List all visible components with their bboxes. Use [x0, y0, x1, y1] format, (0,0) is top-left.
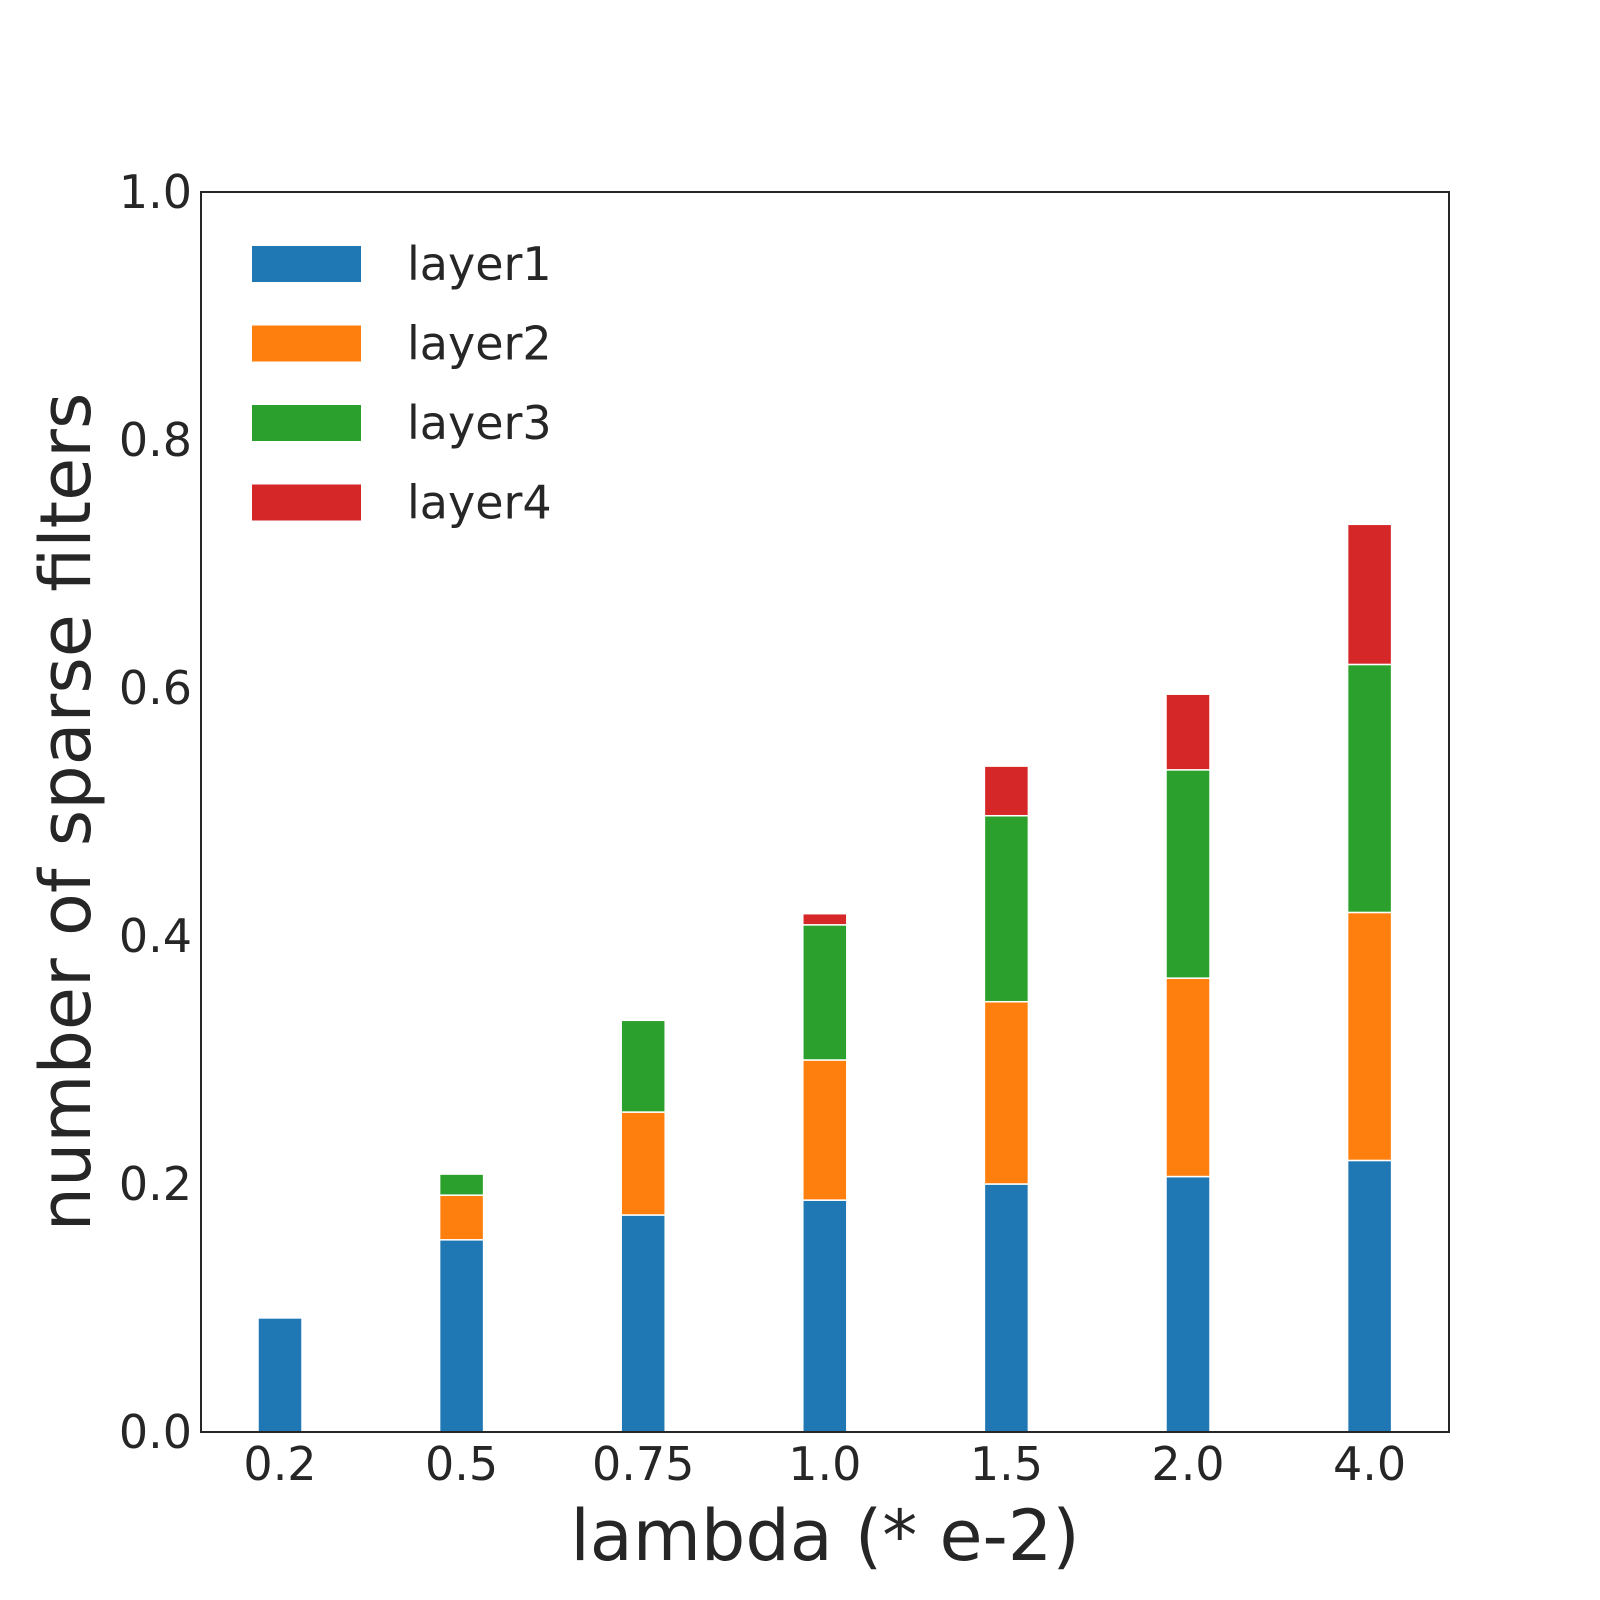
y-tick-label: 0.6	[119, 661, 192, 715]
y-tick-label: 0.4	[119, 909, 192, 963]
bar-layer2-0.5	[438, 1194, 485, 1241]
bar-layer3-4.0	[1346, 663, 1393, 914]
legend: layer1 layer2 layer3 layer4	[252, 237, 552, 530]
x-tick-label: 4.0	[1333, 1437, 1406, 1491]
y-tick-label: 0.8	[119, 413, 192, 467]
bar-layer3-2.0	[1165, 769, 1211, 979]
bar-layer3-0.5	[438, 1173, 485, 1196]
x-tick-labels: 0.2 0.5 0.75 1.0 1.5 2.0 4.0	[243, 1437, 1406, 1491]
bar-layer1-1.0	[802, 1199, 848, 1433]
legend-label-layer2: layer2	[407, 317, 552, 371]
x-axis-title: lambda (* e-2)	[570, 1495, 1079, 1577]
plot-frame	[200, 191, 1450, 1433]
bar-layer1-0.2	[257, 1317, 303, 1433]
legend-swatch-layer3	[252, 405, 361, 441]
bar-layer2-2.0	[1165, 977, 1211, 1178]
bar-layer4-2.0	[1165, 693, 1211, 771]
x-tick-label: 0.5	[425, 1437, 498, 1491]
x-tick-label: 0.75	[592, 1437, 694, 1491]
y-axis-title: number of sparse filters	[25, 393, 107, 1232]
bar-layer1-0.5	[438, 1239, 485, 1433]
y-tick-label: 0.2	[119, 1157, 192, 1211]
bar-layer3-0.75	[620, 1019, 666, 1113]
bar-layer2-4.0	[1346, 911, 1393, 1162]
y-tick-label: 0.0	[119, 1405, 192, 1459]
x-tick-label: 2.0	[1151, 1437, 1224, 1491]
bar-layer1-2.0	[1165, 1175, 1211, 1433]
x-tick-label: 0.2	[243, 1437, 316, 1491]
legend-label-layer3: layer3	[407, 396, 552, 450]
bar-layer2-1.5	[983, 1000, 1030, 1185]
y-tick-labels: 0.0 0.2 0.4 0.6 0.8 1.0	[119, 165, 192, 1459]
legend-label-layer1: layer1	[407, 237, 552, 291]
x-tick-label: 1.0	[788, 1437, 861, 1491]
legend-swatch-layer4	[252, 484, 361, 521]
y-tick-label: 1.0	[119, 165, 192, 219]
x-tick-label: 1.5	[970, 1437, 1043, 1491]
bar-layer1-4.0	[1346, 1159, 1393, 1433]
bar-layer3-1.5	[983, 814, 1030, 1003]
bar-layer2-0.75	[620, 1111, 666, 1216]
legend-label-layer4: layer4	[407, 476, 552, 530]
bar-layer4-4.0	[1346, 523, 1393, 666]
bar-layer1-1.5	[983, 1183, 1030, 1433]
bar-layer4-1.5	[983, 765, 1030, 817]
bar-layer3-1.0	[802, 924, 848, 1061]
legend-swatch-layer1	[252, 246, 361, 282]
legend-swatch-layer2	[252, 325, 361, 362]
bar-layer1-0.75	[620, 1214, 666, 1433]
bar-layer4-1.0	[802, 912, 848, 926]
bars-group	[257, 523, 1393, 1433]
bar-layer2-1.0	[802, 1059, 848, 1201]
